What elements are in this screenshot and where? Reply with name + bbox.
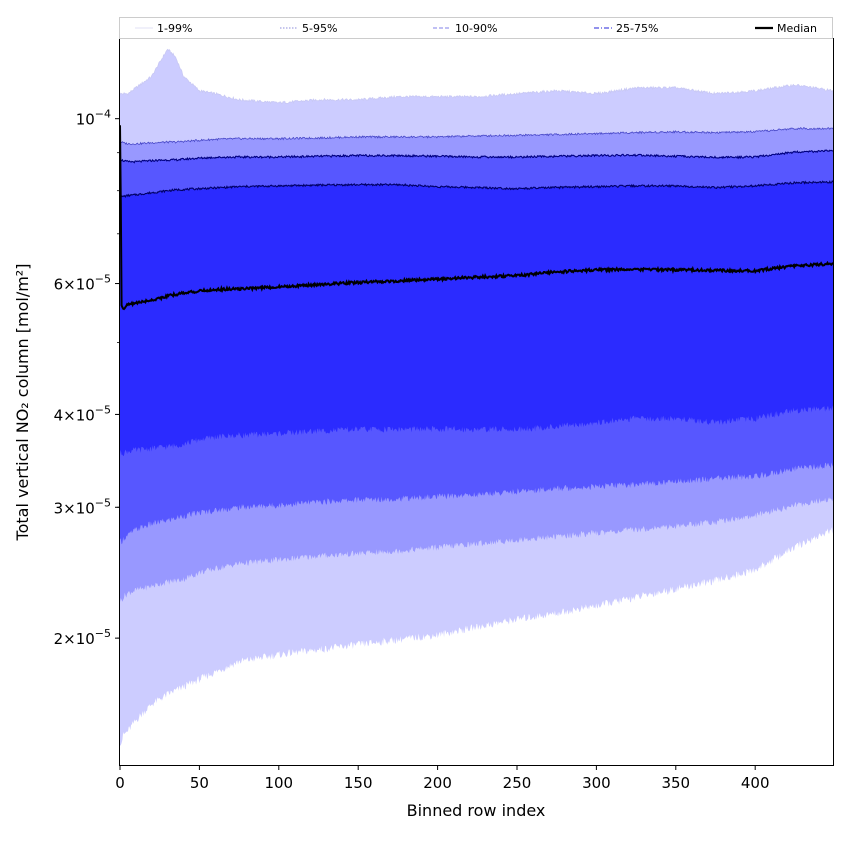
band-upper-line-5-95% (119, 127, 834, 146)
y-tick-label: 4×10−5 (54, 403, 111, 424)
y-tick-label: 6×10−5 (54, 273, 111, 294)
x-tick-label: 350 (661, 774, 690, 792)
x-tick-label: 200 (423, 774, 452, 792)
band-areas (120, 49, 833, 746)
x-tick-label: 400 (741, 774, 770, 792)
x-tick-label: 150 (344, 774, 373, 792)
median-line (119, 125, 834, 311)
y-axis: 10−4 6×10−5 4×10−5 3×10−5 2×10−5 (54, 108, 120, 648)
band-upper-line-25-75% (119, 180, 834, 199)
band-upper-line-1-99% (119, 48, 834, 105)
x-axis: 0 50 100 150 200 250 300 350 400 (115, 765, 770, 792)
legend-label: 10-90% (455, 22, 497, 35)
x-tick-label: 250 (503, 774, 532, 792)
x-axis-label: Binned row index (407, 801, 546, 820)
legend-label: 1-99% (157, 22, 192, 35)
legend-label: 5-95% (302, 22, 337, 35)
y-tick-label: 10−4 (76, 108, 111, 129)
legend: 1-99% 5-95% 10-90% 25-75% Median (119, 17, 833, 39)
y-axis-label: Total vertical NO₂ column [mol/m²] (13, 264, 32, 542)
legend-label: Median (777, 22, 817, 35)
median-line-group (119, 125, 834, 311)
band-boundary-lines (119, 48, 834, 199)
x-tick-label: 50 (190, 774, 209, 792)
legend-label: 25-75% (616, 22, 658, 35)
y-tick-label: 3×10−5 (54, 496, 111, 517)
x-tick-label: 100 (264, 774, 293, 792)
x-tick-label: 0 (115, 774, 125, 792)
y-tick-label: 2×10−5 (54, 627, 111, 648)
band-upper-line-10-90% (119, 149, 834, 164)
band-area-25-75% (120, 181, 833, 457)
x-tick-label: 300 (582, 774, 611, 792)
legend-frame (119, 17, 833, 39)
